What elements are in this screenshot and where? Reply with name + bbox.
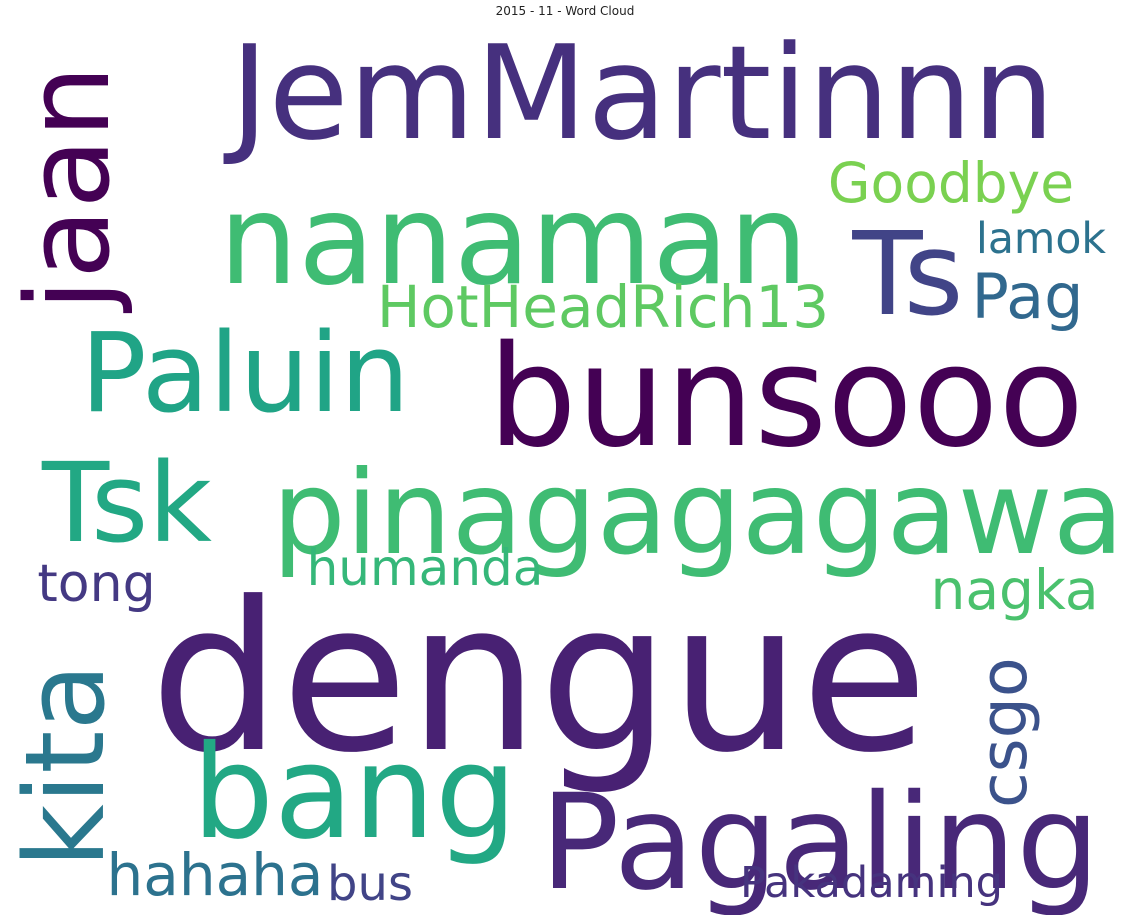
word-kita: kita xyxy=(10,663,129,868)
word-dengue: dengue xyxy=(150,557,928,799)
word-bus: bus xyxy=(327,856,413,912)
word-pagaling: Pagaling xyxy=(540,766,1100,915)
word-nanaman: nanaman xyxy=(218,168,809,313)
figure-title: 2015 - 11 - Word Cloud xyxy=(495,4,635,18)
word-jaan: jaan xyxy=(10,65,136,311)
word-csgo: csgo xyxy=(967,657,1042,809)
word-bang: bang xyxy=(192,717,517,868)
word-tong: tong xyxy=(37,554,156,614)
word-cloud: dengue JemMartinnn bunsooo nanaman pinag… xyxy=(10,28,1120,915)
word-hahaha: hahaha xyxy=(106,841,324,909)
word-paluin: Paluin xyxy=(80,309,410,437)
word-goodbye: Goodbye xyxy=(827,151,1075,215)
word-pakadaming: Pakadaming xyxy=(740,858,1003,909)
word-pinagagagawa: pinagagagawa xyxy=(272,445,1120,581)
word-humanda: humanda xyxy=(306,539,544,597)
word-pag: Pag xyxy=(971,260,1084,333)
word-hotheadrich13: HotHeadRich13 xyxy=(376,273,830,341)
word-bunsooo: bunsooo xyxy=(487,316,1085,479)
word-lamok: lamok xyxy=(976,214,1106,264)
word-ts: Ts xyxy=(852,208,964,342)
word-jemmartinnn: JemMartinnn xyxy=(230,28,1055,169)
word-nagka: nagka xyxy=(930,558,1099,622)
word-tsk: Tsk xyxy=(42,439,212,567)
